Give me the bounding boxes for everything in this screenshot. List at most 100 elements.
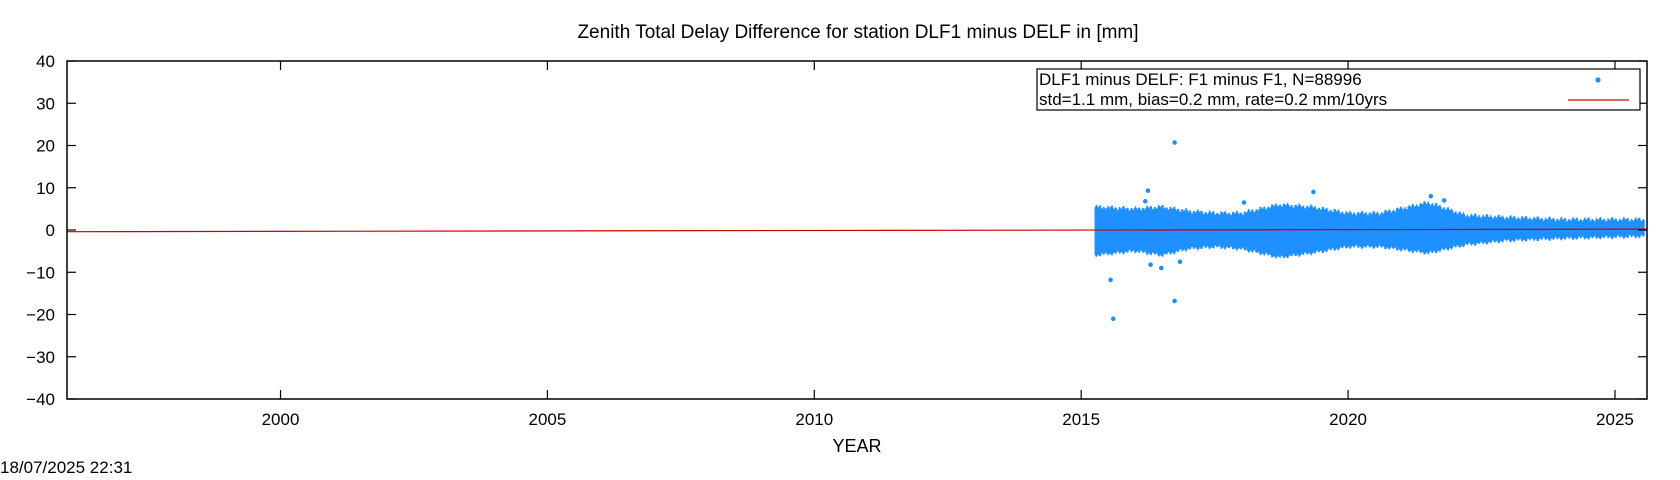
- data-point-column: [1618, 218, 1621, 238]
- data-point-column: [1596, 219, 1599, 238]
- data-point-outlier: [1428, 193, 1434, 199]
- data-point-column: [1576, 218, 1579, 240]
- data-point-column: [1273, 206, 1275, 256]
- data-point-outlier: [1241, 200, 1247, 205]
- legend-box: [1036, 68, 1641, 111]
- data-point-column: [1597, 220, 1600, 237]
- data-point-column: [1251, 210, 1253, 252]
- data-point-column: [1109, 208, 1111, 254]
- legend-entry-points: DLF1 minus DELF: F1 minus F1, N=88996: [1039, 70, 1362, 89]
- data-point-column: [1105, 209, 1107, 253]
- data-point-column: [1168, 209, 1171, 253]
- data-point-column: [1630, 219, 1633, 237]
- y-tick-label: 20: [36, 137, 55, 156]
- data-point-column: [1170, 207, 1173, 254]
- data-point-column: [1510, 215, 1512, 243]
- data-point-column: [1246, 211, 1249, 251]
- data-point-column: [1260, 207, 1262, 255]
- x-tick-label: 2000: [262, 410, 300, 429]
- data-point-column: [1238, 214, 1240, 248]
- data-point-column: [1413, 206, 1416, 251]
- data-point-column: [1175, 210, 1178, 251]
- data-point-column: [1621, 220, 1623, 236]
- data-point-column: [1233, 212, 1235, 250]
- data-point-column: [1614, 218, 1617, 238]
- data-point-column: [1228, 212, 1231, 249]
- data-point-column: [1587, 217, 1589, 240]
- data-point-column: [1148, 208, 1150, 253]
- data-point-column: [1156, 207, 1159, 255]
- data-point-column: [1443, 207, 1445, 251]
- x-tick-label: 2005: [528, 410, 566, 429]
- data-point-column: [1609, 220, 1611, 237]
- data-point-column: [1275, 203, 1277, 259]
- data-point-column: [1179, 211, 1181, 250]
- data-point-column: [1297, 205, 1299, 256]
- data-point-column: [1258, 209, 1260, 253]
- data-point-column: [1415, 204, 1418, 253]
- data-point-column: [1613, 220, 1616, 237]
- data-point-column: [1627, 218, 1629, 238]
- data-point-column: [1425, 203, 1427, 253]
- data-point-column: [1268, 208, 1271, 254]
- data-point-column: [1241, 214, 1243, 248]
- data-point-column: [1424, 201, 1426, 255]
- data-point-column: [1227, 213, 1230, 249]
- data-point-column: [1099, 205, 1102, 257]
- data-point-column: [1247, 208, 1250, 253]
- timestamp: 18/07/2025 22:31: [0, 458, 133, 477]
- data-point-column: [1284, 205, 1287, 257]
- data-point-column: [1163, 207, 1165, 255]
- data-point-column: [1167, 210, 1169, 252]
- data-point-column: [1367, 215, 1369, 245]
- data-point-column: [1417, 206, 1419, 251]
- data-point-column: [1155, 209, 1158, 253]
- data-point-column: [1165, 207, 1167, 255]
- data-point-column: [1244, 211, 1247, 251]
- x-tick-label: 2020: [1329, 410, 1367, 429]
- data-point-column: [1409, 206, 1412, 251]
- data-point-column: [1281, 206, 1284, 256]
- data-point-column: [1575, 217, 1578, 240]
- data-point-column: [1265, 209, 1268, 253]
- data-point-column: [1439, 205, 1441, 252]
- data-point-column: [1588, 217, 1590, 240]
- data-point-column: [1288, 205, 1290, 257]
- data-point-column: [1239, 212, 1241, 250]
- data-point-column: [1430, 204, 1433, 253]
- data-point-column: [1620, 219, 1622, 237]
- data-point-outlier: [1108, 277, 1113, 283]
- data-point-column: [1153, 207, 1156, 255]
- data-point-column: [1599, 217, 1602, 240]
- y-tick-label: 10: [36, 179, 55, 198]
- data-point-column: [1634, 217, 1637, 239]
- fit-line: [66, 228, 1648, 233]
- data-point-column: [1303, 207, 1306, 253]
- data-point-column: [1255, 209, 1257, 253]
- data-point-column: [1169, 206, 1172, 255]
- data-point-column: [1465, 216, 1468, 244]
- data-point-column: [1625, 219, 1627, 237]
- data-point-column: [1243, 211, 1246, 251]
- data-point-column: [1160, 207, 1162, 255]
- data-point-outlier: [1148, 262, 1153, 267]
- data-point-column: [1262, 207, 1265, 255]
- data-point-column: [1635, 218, 1638, 238]
- data-point-outlier: [1145, 188, 1151, 194]
- data-point-column: [1229, 215, 1232, 247]
- data-point-column: [1612, 219, 1615, 238]
- data-point-column: [1422, 203, 1424, 253]
- data-point-outlier: [1177, 259, 1183, 264]
- data-point-column: [1447, 207, 1450, 251]
- data-point-column: [1633, 219, 1636, 237]
- data-point-outlier: [1142, 198, 1148, 204]
- fit-lines: [66, 228, 1648, 233]
- data-point-column: [1598, 217, 1601, 239]
- data-point-column: [1245, 213, 1248, 250]
- data-point-column: [1434, 203, 1437, 254]
- data-point-column: [1100, 208, 1103, 254]
- data-point-column: [1591, 218, 1593, 239]
- data-point-column: [1171, 209, 1174, 253]
- data-point-column: [1429, 205, 1432, 251]
- data-point-column: [1442, 208, 1444, 250]
